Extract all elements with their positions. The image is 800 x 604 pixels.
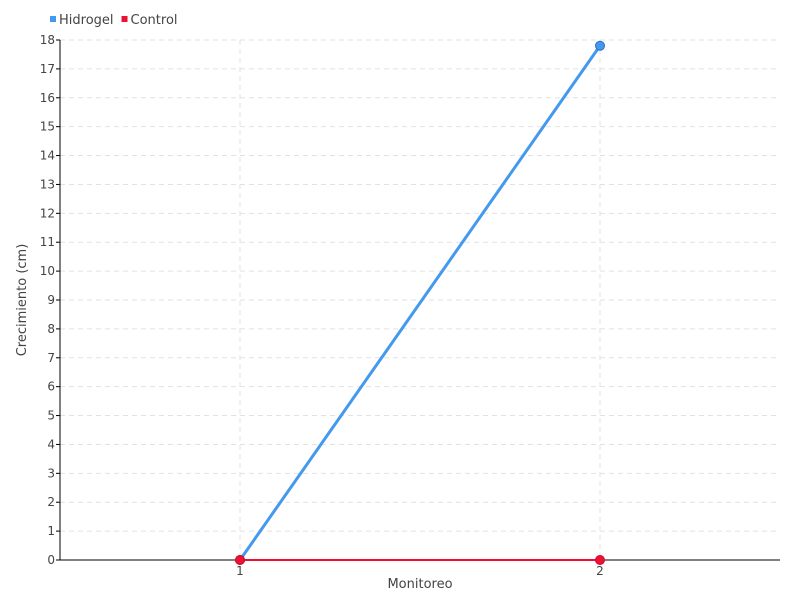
y-tick-label: 14 <box>40 149 55 163</box>
y-tick-label: 9 <box>47 293 55 307</box>
y-tick-label: 18 <box>40 33 55 47</box>
data-point-control <box>235 555 245 565</box>
y-tick-label: 2 <box>47 495 55 509</box>
y-tick-label: 13 <box>40 177 55 191</box>
legend-swatch-control <box>121 16 128 22</box>
y-tick-label: 16 <box>40 91 55 105</box>
legend-swatch-hidrogel <box>50 16 56 22</box>
y-tick-label: 10 <box>40 264 55 278</box>
y-tick-label: 12 <box>40 206 55 220</box>
legend-label-control: Control <box>131 13 178 28</box>
y-axis-label: Crecimiento (cm) <box>15 244 30 357</box>
y-tick-label: 11 <box>40 235 55 249</box>
y-tick-label: 7 <box>47 351 55 365</box>
y-tick-label: 8 <box>47 322 55 336</box>
y-tick-label: 0 <box>47 553 55 567</box>
legend-label-hidrogel: Hidrogel <box>59 13 114 28</box>
x-axis-label: Monitoreo <box>387 577 452 592</box>
y-tick-label: 5 <box>47 409 55 423</box>
y-tick-label: 15 <box>40 120 55 134</box>
y-tick-label: 4 <box>47 437 55 451</box>
y-tick-label: 1 <box>47 524 55 538</box>
x-tick-label: 1 <box>236 564 244 578</box>
y-tick-label: 17 <box>40 62 55 76</box>
data-point-hidrogel <box>595 40 605 51</box>
series-line-hidrogel <box>238 44 602 561</box>
data-point-control <box>595 555 605 565</box>
x-tick-label: 2 <box>596 564 604 578</box>
y-tick-label: 6 <box>47 380 55 394</box>
y-tick-label: 3 <box>47 466 55 480</box>
